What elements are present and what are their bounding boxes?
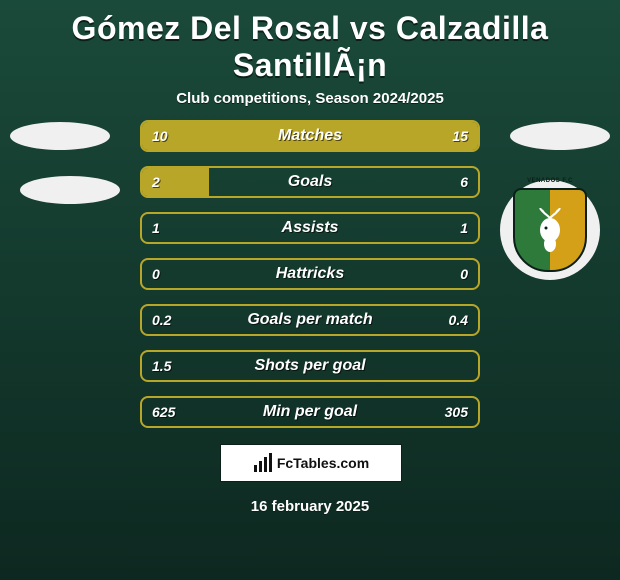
stat-label: Assists — [142, 214, 478, 242]
player2-badge-placeholder-top — [510, 122, 610, 150]
stat-label: Min per goal — [142, 398, 478, 426]
badge-text-top: VENADOS F.C — [507, 178, 593, 184]
player1-badge-placeholder-bot — [20, 176, 120, 204]
stat-row: 1015Matches — [140, 120, 480, 152]
brand-text: FcTables.com — [277, 455, 369, 471]
brand-logo[interactable]: FcTables.com — [220, 444, 402, 482]
stat-row: 11Assists — [140, 212, 480, 244]
stat-row: 26Goals — [140, 166, 480, 198]
stat-label: Hattricks — [142, 260, 478, 288]
page-title: Gómez Del Rosal vs Calzadilla SantillÃ¡n — [0, 0, 620, 84]
chart-icon — [253, 453, 273, 473]
stat-label: Shots per goal — [142, 352, 478, 380]
stat-row: 625305Min per goal — [140, 396, 480, 428]
stat-label: Goals — [142, 168, 478, 196]
player1-badge-placeholder-top — [10, 122, 110, 150]
stat-label: Goals per match — [142, 306, 478, 334]
comparison-card: Gómez Del Rosal vs Calzadilla SantillÃ¡n… — [0, 0, 620, 580]
date-text: 16 february 2025 — [0, 498, 620, 515]
stat-bars-container: 1015Matches 26Goals 11Assists 00Hattricks 0.… — [140, 120, 480, 442]
club-badge: VENADOS F.C — [500, 180, 600, 280]
stat-row: 0.20.4Goals per match — [140, 304, 480, 336]
stat-row: 00Hattricks — [140, 258, 480, 290]
stat-label: Matches — [142, 122, 478, 150]
shield-icon: VENADOS F.C — [513, 188, 587, 272]
stat-row: 1.5Shots per goal — [140, 350, 480, 382]
subtitle: Club competitions, Season 2024/2025 — [0, 90, 620, 107]
deer-icon — [532, 208, 568, 252]
